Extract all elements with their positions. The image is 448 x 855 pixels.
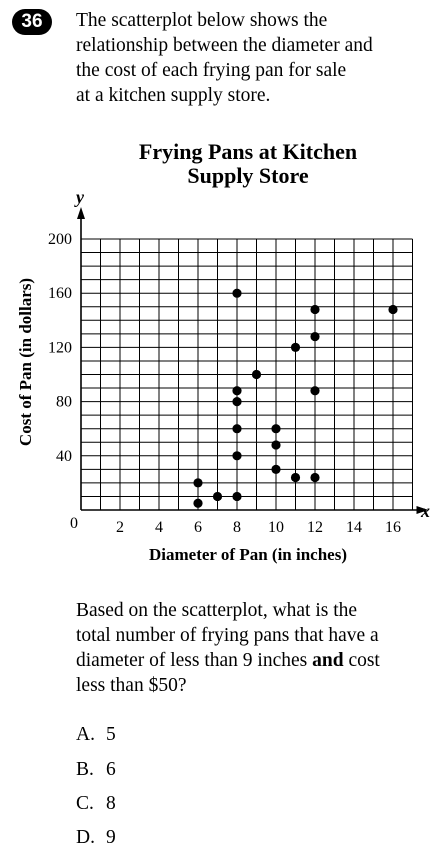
tick-labels: 2 4 6 8 10 12 14 16 40 80 120 160 200	[48, 231, 401, 536]
question-text: Based on the scatterplot, what is the to…	[76, 598, 436, 698]
question-stem: The scatterplot below shows the relation…	[76, 8, 426, 108]
y-axis-arrow	[77, 207, 85, 219]
data-point	[212, 491, 223, 502]
question-line: diameter of less than 9 inches and cost	[76, 648, 436, 673]
x-tick-label: 6	[194, 519, 202, 536]
data-point	[271, 464, 281, 474]
data-point	[232, 288, 242, 298]
x-axis-label: Diameter of Pan (in inches)	[149, 545, 347, 564]
x-tick-label: 12	[307, 519, 323, 536]
choice-a[interactable]: A. 5	[76, 722, 116, 747]
data-point	[310, 304, 320, 315]
question-line: Based on the scatterplot, what is the	[76, 600, 358, 621]
chart-title-line-2: Supply Store	[187, 163, 309, 188]
x-axis-arrow	[416, 506, 429, 514]
data-point	[388, 304, 398, 315]
x-tick-label: 16	[385, 519, 401, 536]
choice-letter: C.	[76, 793, 94, 814]
grid	[81, 238, 413, 510]
stem-line: at a kitchen supply store.	[76, 85, 271, 106]
y-axis-letter: y	[74, 187, 85, 207]
data-point	[193, 498, 203, 508]
data-point	[290, 472, 301, 483]
question-number-badge: 36	[12, 9, 52, 35]
choice-d[interactable]: D. 9	[76, 825, 116, 850]
y-tick-label: 200	[48, 231, 72, 248]
data-point	[271, 440, 281, 450]
y-tick-label: 120	[48, 339, 72, 356]
data-point	[310, 386, 320, 396]
x-tick-label: 10	[268, 519, 284, 536]
choice-text: 5	[106, 724, 116, 745]
choice-letter: B.	[76, 759, 94, 780]
data-point	[232, 386, 242, 396]
y-tick-label: 40	[56, 448, 72, 465]
data-point	[290, 342, 301, 352]
question-line-end: cost	[343, 650, 380, 671]
data-point	[251, 369, 262, 380]
data-point	[232, 424, 242, 434]
choice-b[interactable]: B. 6	[76, 757, 116, 782]
data-point	[232, 491, 242, 502]
y-tick-label: 160	[48, 285, 72, 302]
question-line: less than $50?	[76, 675, 187, 696]
axes	[77, 207, 429, 514]
choice-c[interactable]: C. 8	[76, 791, 116, 816]
choice-letter: A.	[76, 724, 95, 745]
chart-title-line-1: Frying Pans at Kitchen	[138, 139, 358, 164]
data-point	[193, 478, 203, 488]
data-point	[310, 331, 320, 342]
stem-line: the cost of each frying pan for sale	[76, 60, 347, 81]
stem-line: The scatterplot below shows the	[76, 10, 328, 31]
x-tick-label: 8	[233, 519, 241, 536]
origin-label: 0	[70, 515, 78, 532]
question-emphasis: and	[312, 650, 344, 671]
choice-letter: D.	[76, 827, 95, 848]
y-tick-label: 80	[56, 394, 72, 411]
x-tick-label: 4	[155, 519, 163, 536]
data-points	[193, 288, 398, 508]
scatterplot: 2 4 6 8 10 12 14 16 40 80 120 160 200 Diameter of Pa…	[16, 187, 430, 564]
choice-text: 9	[106, 827, 116, 848]
data-point	[271, 424, 281, 434]
data-point	[310, 472, 320, 483]
question-line: total number of frying pans that have a	[76, 625, 379, 646]
data-point	[232, 451, 242, 461]
choice-text: 8	[106, 793, 116, 814]
question-line-start: diameter of less than 9 inches	[76, 650, 308, 671]
x-tick-label: 2	[116, 519, 124, 536]
x-axis-letter: x	[420, 501, 430, 521]
data-point	[232, 397, 242, 407]
choice-text: 6	[106, 759, 116, 780]
y-axis-label: Cost of Pan (in dollars)	[16, 278, 35, 446]
x-tick-label: 14	[346, 519, 362, 536]
stem-line: relationship between the diameter and	[76, 35, 373, 56]
